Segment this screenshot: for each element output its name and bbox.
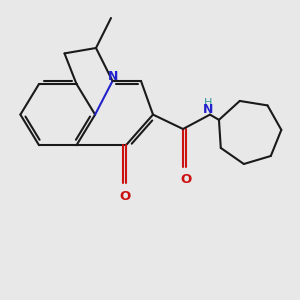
Text: O: O [180, 173, 192, 186]
Text: H: H [203, 98, 212, 108]
Text: O: O [119, 190, 130, 202]
Text: N: N [202, 103, 213, 116]
Text: N: N [108, 70, 118, 83]
